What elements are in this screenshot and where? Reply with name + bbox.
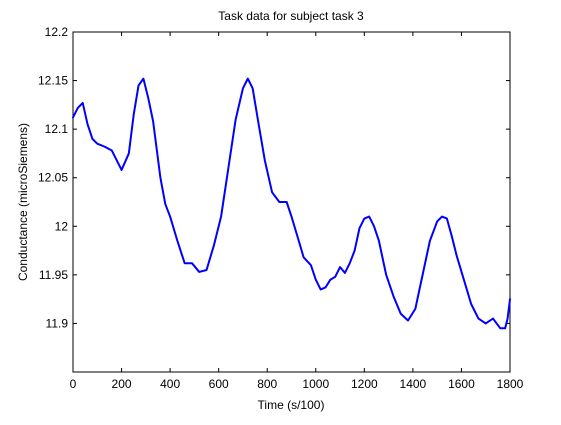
x-tick-label: 1600 [448, 377, 475, 391]
y-tick-label: 12 [55, 219, 69, 233]
x-tick-label: 200 [112, 377, 132, 391]
x-tick-label: 1200 [351, 377, 378, 391]
x-tick-label: 400 [160, 377, 180, 391]
plot-area [72, 31, 511, 373]
x-tick-label: 800 [257, 377, 277, 391]
x-tick-label: 600 [209, 377, 229, 391]
x-axis-ticks: 0 200 400 600 800 1000 1200 1400 1600 1800 [70, 32, 524, 391]
x-tick-label: 1400 [400, 377, 427, 391]
y-tick-label: 11.95 [39, 268, 68, 282]
x-tick-label: 1000 [302, 377, 329, 391]
y-axis-label: Conductance (microSiemens) [16, 123, 30, 281]
series-line [72, 77, 511, 330]
y-tick-label: 12.05 [38, 171, 68, 185]
chart-title: Task data for subject task 3 [218, 9, 364, 23]
y-tick-label: 12.2 [45, 25, 69, 39]
y-tick-label: 12.1 [45, 122, 69, 136]
x-tick-label: 1800 [497, 377, 524, 391]
x-tick-label: 0 [70, 377, 77, 391]
y-axis-ticks: 11.9 11.95 12 12.05 12.1 12.15 12.2 [38, 25, 510, 330]
y-tick-label: 11.9 [46, 316, 69, 330]
y-tick-label: 12.15 [38, 74, 68, 88]
x-axis-label: Time (s/100) [258, 398, 325, 412]
